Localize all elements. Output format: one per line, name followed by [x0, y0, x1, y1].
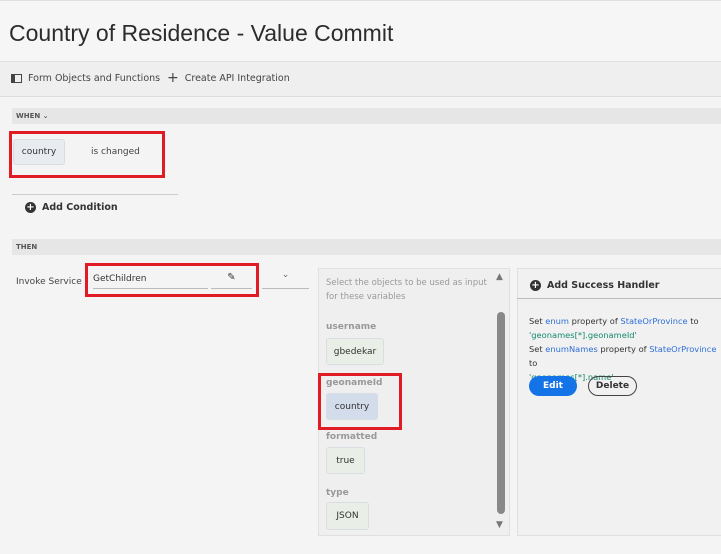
plus-circle-icon: + — [25, 202, 36, 213]
var-label: formatted — [326, 432, 378, 442]
success-handler-summary: Set enum property of StateOrProvince to … — [529, 316, 717, 382]
var-value-chip[interactable]: country — [326, 393, 378, 420]
var-value-chip[interactable]: JSON — [326, 502, 369, 530]
var-label: type — [326, 488, 349, 498]
chevron-down-icon: ⌄ — [281, 270, 290, 280]
create-api-button[interactable]: + Create API Integration — [167, 70, 290, 86]
var-value-chip[interactable]: true — [326, 447, 365, 474]
edit-button[interactable]: Edit — [529, 376, 577, 396]
highlight-box — [85, 263, 259, 297]
plus-icon: + — [167, 70, 179, 86]
edit-service-button[interactable]: ✎ — [211, 272, 252, 289]
plus-circle-icon: + — [530, 280, 541, 291]
var-value-chip[interactable]: gbedekar — [326, 338, 384, 365]
service-dropdown[interactable]: ⌄ — [262, 270, 309, 289]
chevron-down-icon: ⌄ — [42, 112, 49, 120]
panel-icon — [11, 74, 22, 83]
scroll-down-icon[interactable]: ▼ — [496, 520, 503, 530]
when-object-chip[interactable]: country — [13, 139, 65, 165]
when-condition[interactable]: is changed — [91, 147, 140, 157]
scroll-up-icon[interactable]: ▲ — [496, 272, 503, 282]
var-label: geonameId — [326, 378, 383, 388]
form-objects-button[interactable]: Form Objects and Functions — [11, 73, 160, 84]
pencil-icon: ✎ — [227, 272, 236, 283]
title-bar — [0, 0, 721, 61]
add-condition-button[interactable]: + Add Condition — [25, 202, 118, 213]
then-section-header: THEN — [12, 239, 721, 255]
inputs-hint: Select the objects to be used as input f… — [326, 278, 487, 302]
page-title: Country of Residence - Value Commit — [9, 20, 394, 46]
when-section-header[interactable]: WHEN ⌄ — [12, 108, 721, 124]
divider — [517, 298, 721, 299]
toolbar — [0, 61, 721, 97]
add-success-handler-button[interactable]: + Add Success Handler — [530, 280, 660, 291]
scrollbar-thumb[interactable] — [497, 312, 505, 514]
action-label[interactable]: Invoke Service — [16, 277, 82, 287]
delete-button[interactable]: Delete — [588, 376, 637, 396]
var-label: username — [326, 322, 377, 332]
service-input[interactable]: GetChildren — [93, 274, 208, 289]
success-handler-panel — [517, 268, 721, 536]
divider — [12, 194, 178, 195]
highlight-box — [318, 373, 402, 430]
highlight-box — [9, 131, 165, 178]
